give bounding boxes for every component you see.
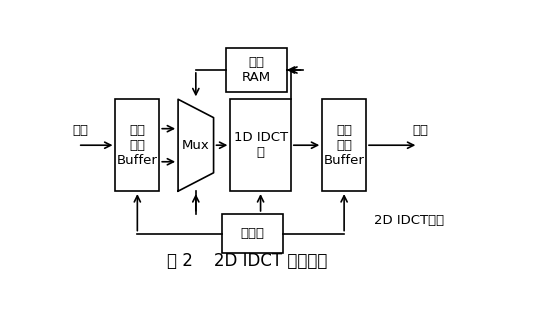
Text: 输入: 输入 xyxy=(72,124,88,137)
Bar xyxy=(222,214,282,253)
Text: 并串
转换
Buffer: 并串 转换 Buffer xyxy=(324,124,364,167)
Text: 输出: 输出 xyxy=(412,124,429,137)
Text: 控制器: 控制器 xyxy=(240,227,264,240)
Text: 图 2    2D IDCT 结构框图: 图 2 2D IDCT 结构框图 xyxy=(167,252,327,270)
Bar xyxy=(115,99,160,191)
Text: 并串
转换
Buffer: 并串 转换 Buffer xyxy=(117,124,158,167)
Text: 2D IDCT模块: 2D IDCT模块 xyxy=(375,215,445,228)
Text: Mux: Mux xyxy=(182,139,210,152)
Text: 1D IDCT
核: 1D IDCT 核 xyxy=(233,131,288,159)
Text: 转置
RAM: 转置 RAM xyxy=(242,56,271,84)
Bar xyxy=(322,99,366,191)
Bar xyxy=(226,48,287,92)
Polygon shape xyxy=(178,99,213,191)
Bar xyxy=(230,99,291,191)
